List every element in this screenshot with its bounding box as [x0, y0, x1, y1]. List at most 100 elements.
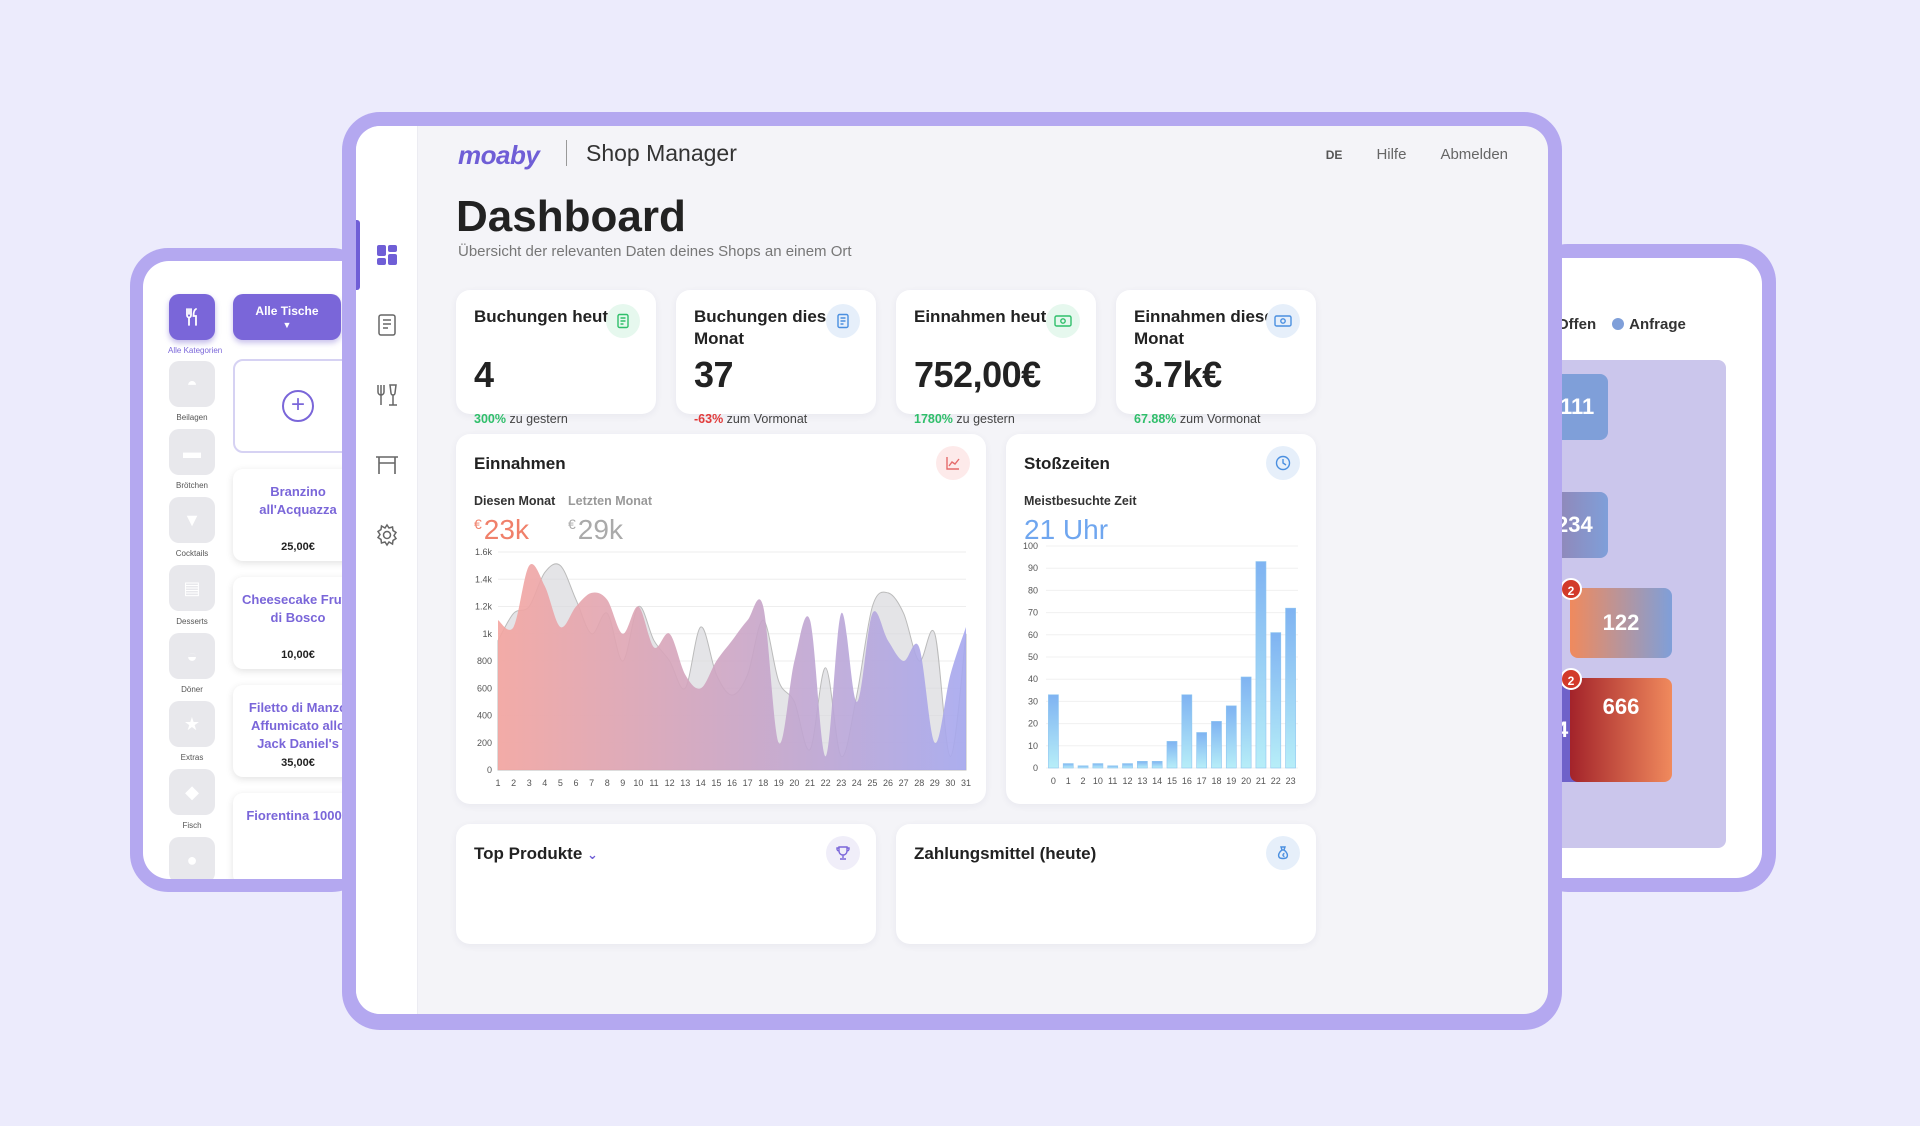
x-tick-label: 12	[665, 778, 675, 788]
x-tick-label: 1	[1066, 776, 1071, 786]
sidebar-item-settings[interactable]	[356, 500, 418, 570]
payment-methods-card: Zahlungsmittel (heute)	[896, 824, 1316, 944]
bar	[1181, 694, 1193, 769]
stat-delta: -63% zum Vormonat	[694, 412, 807, 426]
legend-label: Offen	[1557, 316, 1597, 333]
category-more[interactable]: ●	[168, 837, 216, 879]
x-tick-label: 19	[1226, 776, 1236, 786]
bar	[1077, 765, 1089, 769]
category-desserts[interactable]: ▤ Desserts	[168, 565, 216, 626]
legend-item: Anfrage	[1612, 316, 1686, 333]
x-tick-label: 11	[649, 778, 658, 788]
y-tick-label: 0	[1033, 763, 1038, 773]
x-tick-label: 26	[883, 778, 893, 788]
y-tick-label: 20	[1028, 719, 1038, 729]
legend-dot	[1612, 318, 1625, 330]
stat-title: Buchungen diesen Monat	[694, 307, 847, 348]
product-tile[interactable]: Branzino all'Acquazza 25,00€	[233, 469, 363, 561]
table-tile[interactable]: 122	[1570, 588, 1672, 658]
chevron-down-icon[interactable]: ⌄	[587, 847, 598, 862]
x-tick-label: 15	[711, 778, 721, 788]
pos-device-frame: Alle Kategorien ◓ Beilagen ▬ Brötchen ▼ Coc…	[130, 248, 543, 892]
x-tick-label: 29	[930, 778, 940, 788]
stat-value: 752,00€	[914, 354, 1041, 395]
top-links: DE Hilfe Abmelden	[1326, 146, 1508, 163]
brand-logo[interactable]: moaby	[458, 140, 540, 170]
cash-icon	[1266, 304, 1300, 338]
table-tile[interactable]: 666	[1570, 678, 1672, 782]
x-tick-label: 15	[1167, 776, 1177, 786]
category-label: Beilagen	[176, 413, 208, 422]
peak-times-card: Stoßzeiten Meistbesuchte Zeit 21 Uhr 0 10…	[1006, 434, 1316, 804]
y-tick-label: 600	[477, 683, 492, 693]
sidebar-item-orders[interactable]	[356, 290, 418, 360]
stat-card-revenue-month: Einnahmen diesen Monat 3.7k€ 67.88% zum …	[1116, 290, 1316, 426]
top-products-title[interactable]: Top Produkte ⌄	[474, 844, 598, 864]
stat-delta-percent: -63%	[694, 412, 724, 426]
logout-link[interactable]: Abmelden	[1440, 146, 1508, 163]
y-tick-label: 40	[1028, 674, 1038, 684]
sidebar-item-tables[interactable]	[356, 430, 418, 500]
dashboard-screen: moaby Shop Manager DE Hilfe Abmelden Das…	[356, 126, 1548, 1014]
x-tick-label: 17	[1197, 776, 1207, 786]
bar	[1225, 705, 1237, 769]
product-price: 35,00€	[281, 757, 315, 769]
bar	[1211, 721, 1222, 769]
category-all[interactable]: Alle Kategorien	[168, 294, 222, 355]
help-link[interactable]: Hilfe	[1376, 146, 1407, 163]
bar	[1255, 561, 1267, 769]
category-extras[interactable]: ★ Extras	[168, 701, 216, 762]
this-month-value: €23k	[474, 514, 529, 546]
notification-badge: 2	[1560, 668, 1582, 690]
stat-value: 3.7k€	[1134, 354, 1222, 395]
bread-icon: ▬	[169, 429, 215, 475]
category-doener[interactable]: ◒ Döner	[168, 633, 216, 694]
x-tick-label: 31	[961, 778, 971, 788]
product-tile[interactable]: Filetto di Manzo Affumicato allo Jack Da…	[233, 685, 363, 777]
category-label: Extras	[180, 753, 204, 762]
all-tables-dropdown[interactable]: Alle Tische ▼	[233, 294, 341, 340]
category-cocktails[interactable]: ▼ Cocktails	[168, 497, 216, 558]
product-price: 10,00€	[281, 649, 315, 661]
last-month-value: €29k	[568, 514, 623, 546]
value-text: 29k	[577, 514, 623, 545]
language-switch[interactable]: DE	[1325, 147, 1343, 162]
clock-icon[interactable]	[1266, 446, 1300, 480]
category-broetchen[interactable]: ▬ Brötchen	[168, 429, 216, 490]
x-tick-label: 14	[696, 778, 706, 788]
x-tick-label: 5	[558, 778, 563, 788]
stat-delta-percent: 67.88%	[1134, 412, 1177, 426]
add-product-tile[interactable]: +	[233, 359, 363, 453]
app-name: Shop Manager	[586, 140, 737, 166]
money-bag-icon[interactable]	[1266, 836, 1300, 870]
x-tick-label: 3	[527, 778, 532, 788]
sidebar-item-menu[interactable]	[356, 360, 418, 430]
y-tick-label: 0	[487, 765, 492, 775]
y-tick-label: 90	[1028, 563, 1038, 573]
product-tile[interactable]: Cheesecake Frutti di Bosco 10,00€	[233, 577, 363, 669]
line-chart-icon[interactable]	[936, 446, 970, 480]
series-this-month	[498, 564, 966, 770]
sidebar-item-dashboard[interactable]	[356, 220, 418, 290]
category-fisch[interactable]: ◆ Fisch	[168, 769, 216, 830]
trophy-icon[interactable]	[826, 836, 860, 870]
legend-last-month: Letzten Monat	[568, 494, 653, 508]
bar	[1062, 763, 1074, 769]
x-tick-label: 28	[914, 778, 924, 788]
notification-badge: 2	[1560, 578, 1582, 600]
table-number: 122	[1602, 610, 1640, 635]
x-tick-label: 8	[605, 778, 610, 788]
x-tick-label: 23	[1286, 776, 1296, 786]
category-label: Cocktails	[175, 549, 209, 558]
y-tick-label: 100	[1023, 542, 1038, 551]
bar	[1240, 676, 1252, 769]
bar	[1285, 607, 1296, 769]
x-tick-label: 13	[680, 778, 690, 788]
receipt-icon	[826, 304, 860, 338]
x-tick-label: 4	[542, 778, 547, 788]
x-tick-label: 22	[1271, 776, 1281, 786]
category-beilagen[interactable]: ◓ Beilagen	[168, 361, 216, 422]
stat-card-bookings-today: Buchungen heute 4 300% zu gestern	[456, 290, 656, 426]
product-tile[interactable]: Fiorentina 1000g	[233, 793, 363, 879]
x-tick-label: 2	[511, 778, 516, 788]
